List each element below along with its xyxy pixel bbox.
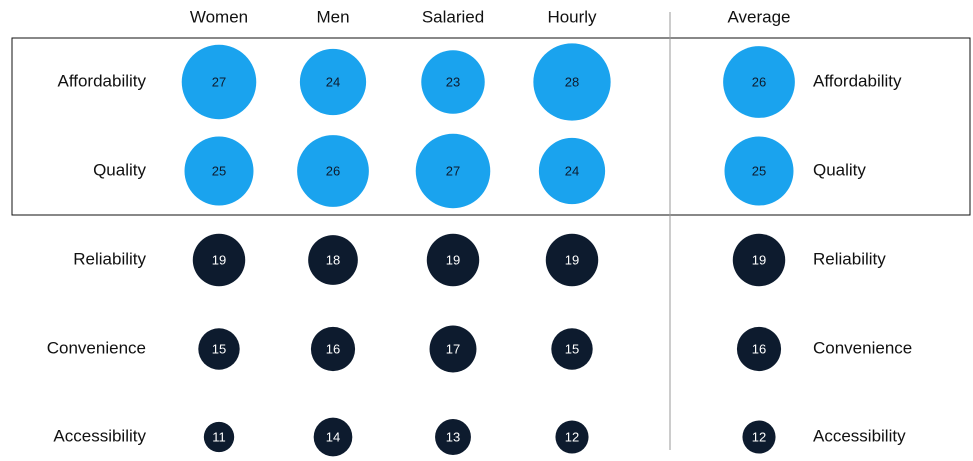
bubble-label: 18 bbox=[326, 252, 340, 267]
bubble-label: 19 bbox=[565, 252, 579, 267]
bubble bbox=[313, 417, 353, 457]
bubble bbox=[551, 328, 593, 370]
bubble bbox=[297, 135, 369, 207]
bubble bbox=[299, 48, 367, 116]
bubble-label: 19 bbox=[212, 252, 226, 267]
row-label-right: Convenience bbox=[813, 338, 912, 357]
bubble-label: 19 bbox=[752, 252, 766, 267]
bubble-label: 28 bbox=[565, 74, 579, 89]
bubble bbox=[426, 233, 480, 287]
row-label-right: Accessibility bbox=[813, 426, 906, 445]
bubble bbox=[736, 326, 782, 372]
bubble-label: 16 bbox=[326, 341, 340, 356]
bubble-label: 15 bbox=[565, 341, 579, 356]
bubble bbox=[421, 50, 485, 114]
bubble-label: 26 bbox=[752, 74, 766, 89]
row-label-right: Affordability bbox=[813, 71, 902, 90]
bubble-label: 15 bbox=[212, 341, 226, 356]
bubble-label: 27 bbox=[446, 163, 460, 178]
bubble-label: 14 bbox=[326, 429, 340, 444]
highlight-box bbox=[11, 37, 971, 216]
bubble-label: 13 bbox=[446, 429, 460, 444]
bubble bbox=[435, 419, 471, 455]
bubble-label: 12 bbox=[752, 429, 766, 444]
bubble-label: 23 bbox=[446, 74, 460, 89]
bubble bbox=[203, 421, 235, 453]
bubble bbox=[538, 137, 606, 205]
column-header: Women bbox=[190, 7, 248, 26]
row-label-right: Quality bbox=[813, 160, 866, 179]
bubble bbox=[184, 136, 254, 206]
column-header: Salaried bbox=[422, 7, 484, 26]
bubble bbox=[429, 325, 477, 373]
bubble-label: 17 bbox=[446, 341, 460, 356]
row-label: Reliability bbox=[73, 249, 146, 268]
column-header: Men bbox=[316, 7, 349, 26]
bubble-label: 27 bbox=[212, 74, 226, 89]
bubble-label: 16 bbox=[752, 341, 766, 356]
bubble-label: 12 bbox=[565, 429, 579, 444]
bubble bbox=[308, 235, 358, 285]
bubble-label: 24 bbox=[565, 163, 579, 178]
bubble-label: 19 bbox=[446, 252, 460, 267]
bubble bbox=[310, 326, 356, 372]
bubble bbox=[192, 233, 246, 287]
bubble-label: 24 bbox=[326, 74, 340, 89]
row-label: Quality bbox=[93, 160, 146, 179]
bubble-label: 26 bbox=[326, 163, 340, 178]
bubble bbox=[555, 420, 589, 454]
column-header: Average bbox=[727, 7, 790, 26]
row-label-right: Reliability bbox=[813, 249, 886, 268]
bubble bbox=[415, 133, 491, 209]
row-label: Affordability bbox=[57, 71, 146, 90]
bubble bbox=[724, 136, 794, 206]
bubble bbox=[545, 233, 599, 287]
bubble bbox=[181, 44, 257, 120]
column-header: Hourly bbox=[547, 7, 597, 26]
row-label: Convenience bbox=[47, 338, 146, 357]
bubble bbox=[723, 46, 795, 118]
bubble-label: 25 bbox=[212, 163, 226, 178]
bubble bbox=[198, 328, 240, 370]
bubble bbox=[533, 43, 611, 121]
bubble bbox=[732, 233, 786, 287]
row-label: Accessibility bbox=[53, 426, 146, 445]
bubble bbox=[742, 420, 776, 454]
bubble-label: 11 bbox=[212, 429, 226, 444]
bubble-label: 25 bbox=[752, 163, 766, 178]
